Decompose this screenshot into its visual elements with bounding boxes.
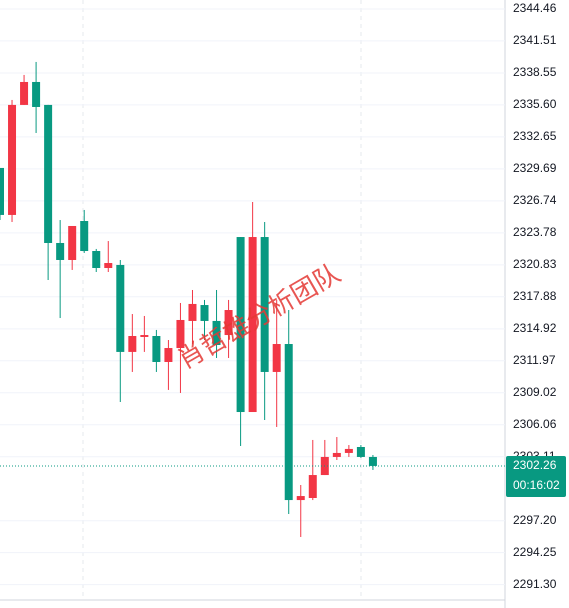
- candle-body: [116, 264, 125, 352]
- candle-body: [272, 344, 281, 372]
- candle-body: [248, 237, 257, 413]
- candle-body: [80, 221, 89, 252]
- candle-body: [284, 344, 293, 501]
- candle-body: [344, 448, 353, 453]
- y-tick-label: 2344.46: [513, 1, 557, 15]
- y-tick-label: 2329.69: [513, 161, 557, 175]
- candle-body: [356, 446, 365, 457]
- candle-body: [56, 242, 65, 260]
- candle-body: [200, 305, 209, 321]
- candle-body: [176, 319, 185, 349]
- candle-body: [224, 310, 233, 336]
- candle-body: [212, 320, 221, 345]
- y-tick-label: 2338.55: [513, 65, 557, 79]
- candle-body: [68, 225, 77, 260]
- watermark: 肖哲雄分析团队: [173, 258, 346, 375]
- candle-body: [188, 303, 197, 321]
- candle-body: [8, 104, 17, 215]
- countdown-label: 00:16:02: [513, 478, 560, 492]
- last-price-box: [506, 455, 566, 497]
- y-tick-label: 2306.06: [513, 417, 557, 431]
- candles: [0, 61, 377, 537]
- candle-body: [32, 81, 41, 107]
- y-tick-label: 2335.60: [513, 97, 557, 111]
- axis-labels: 2344.46 2341.51 2338.55 2335.60 2332.65 2329.…: [513, 1, 557, 591]
- y-tick-label: 2341.51: [513, 33, 557, 47]
- last-price-label: 2302.26: [513, 458, 557, 472]
- candle-body: [260, 237, 269, 372]
- y-tick-label: 2291.30: [513, 577, 557, 591]
- candle-body: [308, 475, 317, 498]
- y-tick-label: 2323.78: [513, 225, 557, 239]
- candle-body: [92, 251, 101, 269]
- candle-body: [332, 452, 341, 457]
- candle-body: [164, 348, 173, 362]
- y-tick-label: 2311.97: [513, 353, 556, 367]
- candle-body: [236, 237, 245, 413]
- y-tick-label: 2332.65: [513, 129, 557, 143]
- candle-body: [152, 336, 161, 362]
- candle-body: [104, 263, 113, 269]
- y-tick-label: 2326.74: [513, 193, 557, 207]
- candle-body: [44, 104, 53, 243]
- y-tick-label: 2309.02: [513, 385, 557, 399]
- candle-body: [128, 336, 137, 352]
- candle-body: [0, 167, 4, 215]
- y-tick-label: 2297.20: [513, 513, 557, 527]
- y-tick-label: 2294.25: [513, 545, 557, 559]
- y-tick-label: 2320.83: [513, 257, 557, 271]
- candle-body: [368, 456, 377, 466]
- candle-body: [296, 496, 305, 501]
- candle-body: [20, 81, 29, 105]
- candle-body: [140, 335, 149, 337]
- y-tick-label: 2314.92: [513, 321, 557, 335]
- y-tick-label: 2317.88: [513, 289, 557, 303]
